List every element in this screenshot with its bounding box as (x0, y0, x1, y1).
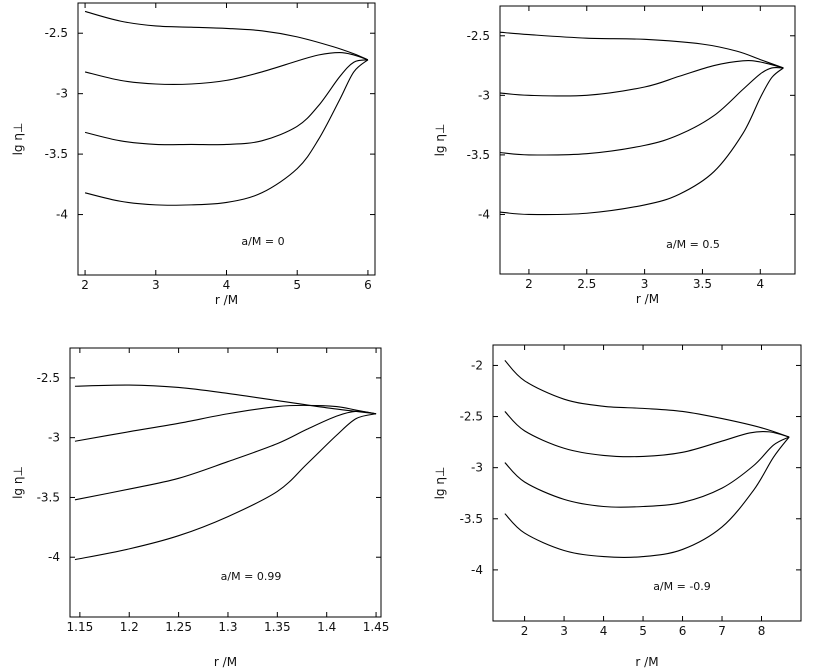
y-tick-label: -2.5 (460, 410, 483, 424)
y-tick-label: -2.5 (37, 371, 60, 385)
x-tick-label: 1.4 (317, 620, 336, 634)
series-line-1 (504, 359, 790, 438)
y-tick-label: -3.5 (460, 512, 483, 526)
chart-panel-1: 2 3 4 5 6 -2.5 -3 -3.5 -4 r /M lg η⊥ a/M = 0 (11, 2, 376, 307)
x-tick-label: 2 (525, 277, 533, 291)
y-tick-label: -3 (478, 88, 490, 102)
plot-frame (77, 2, 376, 276)
y-axis-label: lg η⊥ (11, 123, 25, 156)
x-tick-label: 4 (756, 277, 764, 291)
x-tick-label: 5 (293, 278, 301, 292)
plot-frame (69, 347, 382, 618)
series-line-2 (84, 52, 369, 85)
series-line-4 (504, 436, 790, 558)
x-tick-label: 6 (364, 278, 372, 292)
series-line-3 (74, 410, 377, 501)
x-tick-label: 8 (758, 624, 766, 638)
x-tick-label: 1.3 (218, 620, 237, 634)
x-tick-label: 1.15 (67, 620, 94, 634)
y-tick-label: -4 (478, 207, 490, 221)
x-tick-label: 4 (600, 624, 608, 638)
y-tick-label: -3 (48, 431, 60, 445)
x-tick-label: 4 (223, 278, 231, 292)
spin-annotation: a/M = 0 (241, 235, 284, 248)
x-tick-label: 2 (521, 624, 529, 638)
series-line-1 (74, 384, 377, 415)
y-tick-label: -3.5 (467, 148, 490, 162)
chart-panel-2: 2 2.5 3 3.5 4 -2.5 -3 -3.5 -4 r /M lg η⊥ a/M = 0.5 (433, 5, 796, 306)
y-tick-label: -2.5 (467, 29, 490, 43)
spin-annotation: a/M = 0.5 (666, 238, 720, 251)
x-axis-label: r /M (635, 655, 658, 669)
spin-annotation: a/M = -0.9 (653, 580, 711, 593)
x-tick-label: 7 (718, 624, 726, 638)
plot-frame (492, 344, 802, 622)
x-tick-label: 2 (81, 278, 89, 292)
x-tick-label: 3 (641, 277, 649, 291)
y-tick-label: -4 (471, 563, 483, 577)
plot-frame (499, 5, 796, 275)
series-line-4 (499, 67, 784, 216)
series-line-3 (499, 66, 784, 156)
x-axis-label: r /M (214, 655, 237, 669)
series-line-2 (74, 404, 377, 442)
x-tick-label: 1.35 (264, 620, 291, 634)
series-line-4 (84, 59, 369, 206)
series-line-1 (84, 10, 369, 61)
x-tick-label: 5 (639, 624, 647, 638)
y-tick-label: -3.5 (37, 490, 60, 504)
x-tick-label: 2.5 (577, 277, 596, 291)
y-axis-label: lg η⊥ (433, 124, 447, 157)
y-tick-label: -3 (471, 461, 483, 475)
series-line-2 (499, 60, 784, 97)
y-tick-label: -3 (56, 87, 68, 101)
y-tick-label: -2.5 (45, 26, 68, 40)
x-tick-label: 3 (152, 278, 160, 292)
x-tick-label: 1.45 (363, 620, 390, 634)
y-axis-label: lg η⊥ (11, 466, 25, 499)
x-tick-label: 1.25 (165, 620, 192, 634)
y-tick-label: -2 (471, 358, 483, 372)
y-tick-label: -4 (48, 550, 60, 564)
chart-panel-3: 1.15 1.2 1.25 1.3 1.35 1.4 1.45 -2.5 -3 -3.5 -4 r /… (11, 347, 390, 669)
chart-panel-4: 2 3 4 5 6 7 8 -2 -2.5 -3 -3.5 -4 r /M lg η⊥ a/M = -0.9 (433, 344, 802, 669)
spin-annotation: a/M = 0.99 (221, 570, 282, 583)
y-tick-label: -3.5 (45, 147, 68, 161)
x-axis-label: r /M (215, 293, 238, 307)
x-axis-label: r /M (636, 292, 659, 306)
x-tick-label: 1.2 (120, 620, 139, 634)
series-line-3 (504, 436, 790, 508)
series-line-3 (84, 59, 369, 146)
series-line-1 (499, 31, 784, 69)
series-line-2 (504, 411, 790, 458)
x-tick-label: 6 (679, 624, 687, 638)
x-tick-label: 3.5 (693, 277, 712, 291)
y-tick-label: -4 (56, 208, 68, 222)
series-line-4 (74, 413, 377, 561)
x-tick-label: 3 (560, 624, 568, 638)
y-axis-label: lg η⊥ (433, 467, 447, 500)
